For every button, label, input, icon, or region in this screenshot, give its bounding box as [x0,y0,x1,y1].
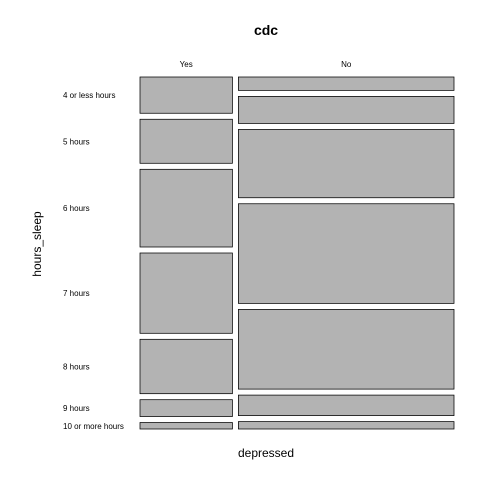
tile-yes-8-hours [140,339,232,393]
x-tick-no: No [341,60,352,69]
tile-no-6-hours [238,129,454,197]
x-tick-yes: Yes [180,60,193,69]
x-axis-label: depressed [238,446,294,460]
y-tick-10-or-more-hours: 10 or more hours [63,422,124,431]
y-tick-4-or-less-hours: 4 or less hours [63,91,115,100]
chart-title: cdc [254,22,278,38]
tile-yes-7-hours [140,253,232,333]
tile-yes-4-or-less-hours [140,77,232,113]
tile-no-8-hours [238,309,454,389]
y-tick-8-hours: 8 hours [63,362,90,371]
tile-no-9-hours [238,395,454,416]
y-axis-label: hours_sleep [30,211,44,277]
tile-yes-9-hours [140,400,232,417]
tile-yes-5-hours [140,119,232,163]
tile-no-10-or-more-hours [238,422,454,429]
y-tick-7-hours: 7 hours [63,289,90,298]
y-tick-6-hours: 6 hours [63,204,90,213]
tile-yes-10-or-more-hours [140,423,232,429]
tile-no-4-or-less-hours [238,77,454,90]
x-tick-labels: Yes No [180,60,352,69]
mosaic-tiles [140,77,454,429]
y-tick-5-hours: 5 hours [63,137,90,146]
y-tick-labels: 4 or less hours 5 hours 6 hours 7 hours 8 ho… [63,91,124,431]
tile-no-7-hours [238,204,454,304]
tile-no-5-hours [238,96,454,123]
tile-yes-6-hours [140,169,232,247]
y-tick-9-hours: 9 hours [63,404,90,413]
